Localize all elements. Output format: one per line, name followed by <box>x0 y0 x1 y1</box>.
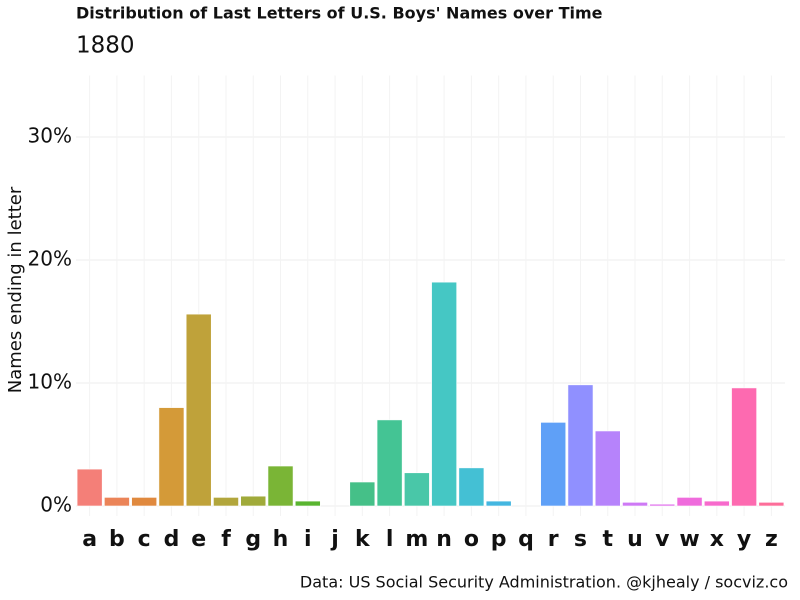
bar <box>676 497 703 507</box>
x-tick-label: v <box>655 527 670 552</box>
x-tick-label: l <box>386 527 394 552</box>
x-tick-label: r <box>548 527 559 552</box>
y-axis-label: Names ending in letter <box>5 186 26 393</box>
x-tick-label: e <box>191 527 206 552</box>
bar <box>622 502 648 507</box>
x-tick-label: g <box>245 527 261 552</box>
bar <box>458 467 485 507</box>
x-tick-label: q <box>518 527 534 552</box>
bar <box>158 407 185 507</box>
bar <box>540 422 567 507</box>
x-tick-label: x <box>710 527 724 552</box>
x-tick-label: h <box>273 527 289 552</box>
bar <box>185 313 212 507</box>
y-tick-label: 0% <box>40 493 72 517</box>
bar <box>594 430 621 507</box>
x-tick-label: y <box>737 527 751 552</box>
bar <box>240 495 267 507</box>
bar <box>404 472 430 507</box>
bar <box>294 500 321 507</box>
bar <box>731 387 757 507</box>
bar <box>131 497 158 507</box>
bar <box>703 500 730 507</box>
x-tick-label: f <box>221 527 231 552</box>
x-tick-label: a <box>82 527 97 552</box>
x-tick-label: c <box>138 527 151 552</box>
chart-subtitle: 1880 <box>76 33 135 59</box>
bar <box>758 502 785 507</box>
x-tick-label: w <box>679 527 699 552</box>
x-tick-label: s <box>574 527 587 552</box>
x-tick-label: i <box>304 527 312 552</box>
x-tick-label: m <box>405 527 428 552</box>
bar <box>376 419 403 507</box>
bar <box>649 503 676 507</box>
chart-title: Distribution of Last Letters of U.S. Boy… <box>76 4 603 23</box>
x-tick-label: n <box>436 527 452 552</box>
y-tick-label: 30% <box>28 124 72 148</box>
caption: Data: US Social Security Administration.… <box>300 573 788 592</box>
bar <box>567 384 594 507</box>
x-tick-label: o <box>464 527 479 552</box>
x-tick-label: b <box>109 527 125 552</box>
x-tick-label: u <box>627 527 643 552</box>
bar <box>431 281 457 507</box>
y-tick-label: 10% <box>28 370 72 394</box>
bar <box>267 465 294 507</box>
x-tick-label: p <box>491 527 507 552</box>
x-tick-label: d <box>164 527 180 552</box>
bar <box>485 500 512 507</box>
x-tick-label: z <box>765 527 778 552</box>
x-tick-label: j <box>330 527 339 552</box>
bar <box>104 497 130 507</box>
x-tick-label: k <box>355 527 371 552</box>
x-tick-label: t <box>602 527 613 552</box>
bar <box>349 481 376 507</box>
bar <box>213 497 239 507</box>
y-tick-label: 20% <box>28 247 72 271</box>
bar <box>76 468 103 507</box>
